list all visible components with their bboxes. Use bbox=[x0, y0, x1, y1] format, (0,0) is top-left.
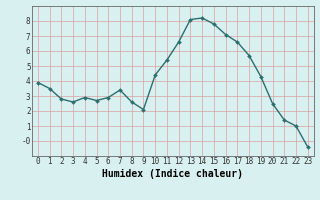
X-axis label: Humidex (Indice chaleur): Humidex (Indice chaleur) bbox=[102, 169, 243, 179]
